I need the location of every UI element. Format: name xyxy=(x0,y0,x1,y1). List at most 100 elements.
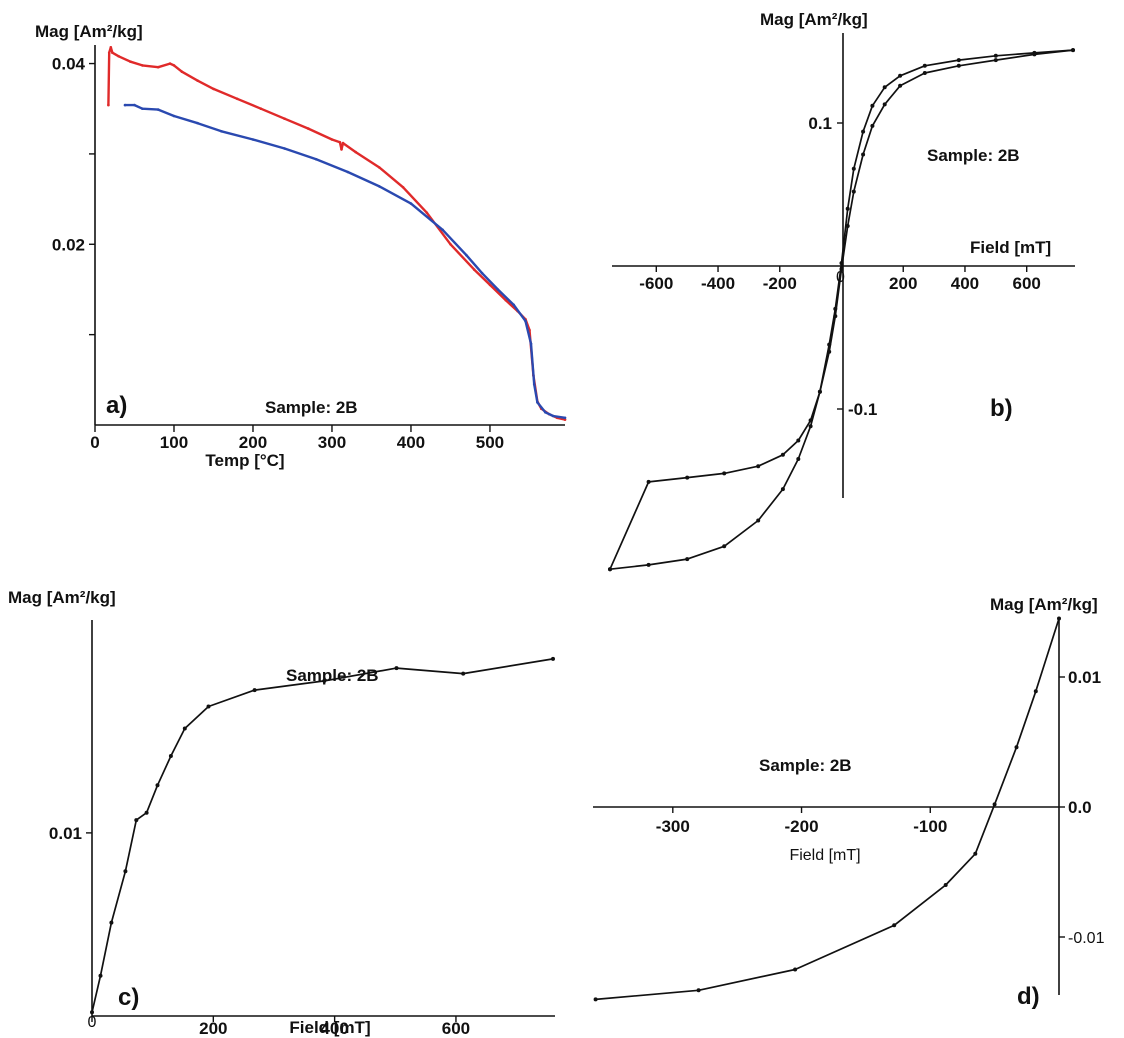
c-x-tick-label: 200 xyxy=(199,1019,227,1038)
a-series-1-point xyxy=(532,383,536,386)
panel-a-axes xyxy=(94,45,565,426)
a-series-1-point xyxy=(220,130,223,133)
panel-d-letter: d) xyxy=(1017,983,1040,1010)
b-series-1-point xyxy=(993,58,998,63)
panel-d-series xyxy=(593,616,1061,1002)
a-y-tick-label: 0.04 xyxy=(52,55,86,74)
b-series-0-point xyxy=(922,63,927,68)
a-series-0-point xyxy=(107,51,111,54)
a-x-tick-label: 500 xyxy=(476,433,504,452)
panel-c-series xyxy=(90,656,555,1015)
b-series-0-point xyxy=(993,53,998,58)
b-series-0-point xyxy=(898,73,903,78)
panel-a-y-label: Mag [Am²/kg] xyxy=(35,22,143,41)
panel-c-axes xyxy=(91,620,555,1017)
a-series-1-point xyxy=(346,170,350,174)
a-series-0-point xyxy=(111,51,114,54)
c-series-0-point xyxy=(206,704,211,709)
b-series-0-point xyxy=(845,206,850,211)
b-series-0-point xyxy=(808,424,813,429)
d-series-0-point xyxy=(793,967,798,972)
a-series-0-point xyxy=(563,418,567,421)
b-series-1-point xyxy=(845,224,850,228)
b-series-0-point xyxy=(780,487,785,492)
panel-d-axes xyxy=(593,620,1060,995)
a-series-1-point xyxy=(563,416,567,420)
b-series-1-point xyxy=(870,123,875,128)
c-y-tick-label: 0.01 xyxy=(49,824,82,843)
d-y-tick-label: 0.01 xyxy=(1068,668,1101,687)
a-series-0-point xyxy=(504,299,508,302)
panel-a-series xyxy=(107,46,567,421)
a-series-1-point xyxy=(496,288,500,291)
panel-b-y-label: Mag [Am²/kg] xyxy=(760,10,868,29)
a-x-tick-label: 400 xyxy=(397,433,425,452)
b-series-1-point xyxy=(756,464,761,469)
a-series-1-point xyxy=(465,253,468,257)
panel-b-x-label: Field [mT] xyxy=(970,238,1051,257)
a-series-0-point xyxy=(212,87,215,91)
a-series-0-point xyxy=(109,46,113,49)
d-series-0-line xyxy=(594,617,1060,1001)
a-series-0-point xyxy=(341,141,345,145)
panel-a-thermomagnetic-chart: 0 100 200 300 400 500 0.04 0.02 Mag [Am²/kg] T… xyxy=(35,22,567,470)
b-series-1-point xyxy=(882,102,887,107)
a-series-0-point xyxy=(196,79,199,82)
a-series-0-point xyxy=(307,127,310,130)
b-series-1-point xyxy=(1032,52,1037,57)
a-series-0-point xyxy=(259,107,263,110)
d-series-0-point xyxy=(943,883,948,887)
b-series-0-point xyxy=(851,166,856,171)
a-series-0-point xyxy=(425,211,429,214)
panel-a-sample-label: Sample: 2B xyxy=(265,398,358,417)
a-series-0-point xyxy=(156,65,160,69)
panel-c-x-label: Field [mT] xyxy=(289,1018,370,1037)
b-series-0-point xyxy=(956,58,961,63)
b-series-1-point xyxy=(898,83,903,88)
panel-c-sample-label: Sample: 2B xyxy=(286,666,379,685)
a-series-0-point xyxy=(340,148,343,151)
a-series-1-point xyxy=(251,138,255,141)
panel-a-y-ticks: 0.04 0.02 xyxy=(52,55,95,336)
d-series-0-point xyxy=(1014,745,1019,750)
b-series-0-point xyxy=(870,103,875,108)
d-x-tick-label: -200 xyxy=(785,817,819,836)
a-series-1-point xyxy=(544,411,547,414)
d-series-0-point xyxy=(1057,616,1061,621)
a-series-0-point xyxy=(129,60,132,63)
panel-b-y-ticks: 0.1 -0.1 xyxy=(808,114,877,419)
panel-b-series xyxy=(608,48,1075,572)
b-x-tick-label: -600 xyxy=(639,274,673,293)
panel-c-y-label: Mag [Am²/kg] xyxy=(8,588,116,607)
panel-b-letter: b) xyxy=(990,395,1013,422)
b-series-0-point xyxy=(796,457,801,461)
c-series-0-point xyxy=(252,688,257,693)
panel-d-sample-label: Sample: 2B xyxy=(759,756,852,775)
a-series-0-point xyxy=(141,64,144,67)
a-series-0-point xyxy=(472,268,476,271)
a-series-1-point xyxy=(551,414,555,418)
a-series-0-point xyxy=(235,97,239,101)
b-series-1-point xyxy=(722,471,727,476)
a-x-tick-label: 300 xyxy=(318,433,346,452)
d-series-0-point xyxy=(992,802,997,807)
a-series-1-point xyxy=(536,401,539,404)
b-series-1-point xyxy=(922,71,927,75)
a-series-1-point xyxy=(524,319,527,323)
a-series-0-point xyxy=(488,283,492,287)
b-series-1-point xyxy=(1071,48,1075,53)
b-series-1-point xyxy=(646,479,651,484)
a-series-0-point xyxy=(283,117,286,120)
d-y-tick-label: 0.0 xyxy=(1068,798,1092,817)
c-series-0-point xyxy=(394,666,399,671)
b-series-0-point xyxy=(646,562,651,567)
a-series-1-point xyxy=(123,103,127,107)
a-x-tick-label: 100 xyxy=(160,433,188,452)
b-series-0-point xyxy=(722,544,727,549)
d-x-tick-label: -300 xyxy=(656,817,690,836)
b-series-0-point xyxy=(861,129,866,134)
c-series-0-point xyxy=(551,656,555,661)
a-series-1-point xyxy=(409,202,413,205)
c-series-0-point xyxy=(322,678,327,683)
b-series-1-point xyxy=(833,314,838,319)
